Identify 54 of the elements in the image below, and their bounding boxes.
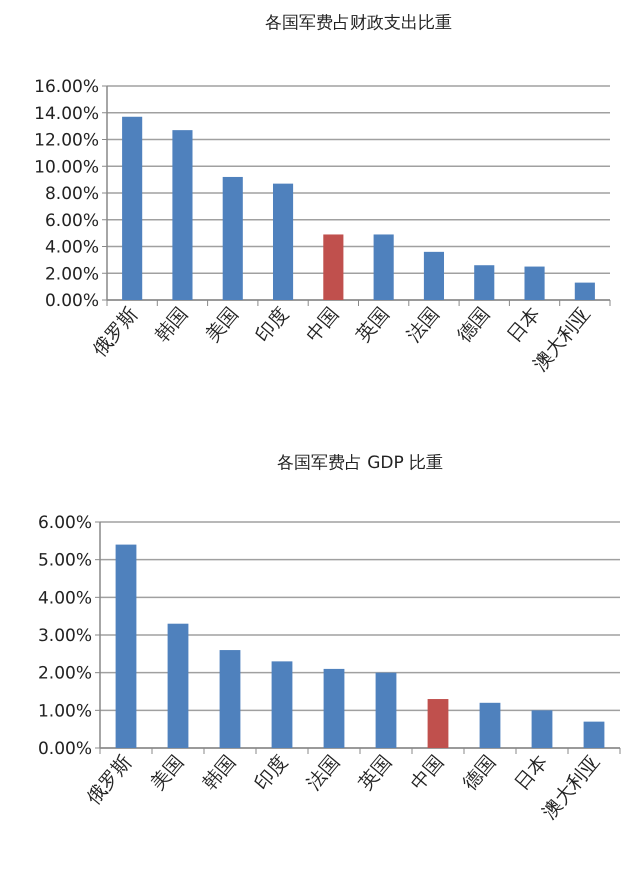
- x-tick-label: 美国: [146, 751, 188, 794]
- bar: [524, 266, 545, 300]
- chart-title: 各国军费占财政支出比重: [265, 13, 452, 33]
- bar: [374, 234, 394, 300]
- bar: [428, 699, 448, 748]
- bar: [272, 184, 294, 300]
- x-tick-label: 韩国: [198, 751, 240, 794]
- y-tick-label: 10.00%: [34, 157, 99, 178]
- y-tick-label: 16.00%: [34, 77, 99, 97]
- x-tick-label: 印度: [252, 303, 293, 346]
- chart-title: 各国军费占 GDP 比重: [276, 453, 444, 473]
- bar: [122, 116, 142, 300]
- x-tick-label: 中国: [406, 751, 448, 794]
- y-tick-label: 14.00%: [34, 104, 99, 124]
- bar: [324, 668, 344, 748]
- bar: [172, 130, 193, 300]
- bar: [584, 722, 604, 748]
- x-tick-label: 中国: [302, 303, 344, 346]
- bar: [323, 234, 344, 300]
- y-tick-label: 12.00%: [34, 130, 99, 150]
- bar: [220, 650, 240, 748]
- x-tick-label: 德国: [458, 751, 500, 794]
- y-tick-label: 2.00%: [44, 264, 99, 284]
- y-tick-label: 3.00%: [38, 626, 92, 646]
- bar: [168, 624, 188, 748]
- x-tick-label: 印度: [250, 751, 292, 794]
- y-tick-label: 6.00%: [44, 210, 99, 231]
- x-tick-label: 美国: [201, 303, 243, 346]
- y-tick-label: 8.00%: [44, 184, 99, 204]
- bar: [222, 176, 243, 300]
- y-tick-label: 2.00%: [38, 664, 92, 684]
- bar: [474, 265, 494, 300]
- y-tick-label: 1.00%: [38, 701, 92, 722]
- bar: [532, 710, 552, 748]
- y-tick-label: 6.00%: [38, 513, 92, 533]
- x-tick-label: 德国: [452, 303, 494, 346]
- x-tick-label: 英国: [352, 303, 394, 346]
- x-tick-label: 日本: [503, 303, 544, 346]
- bar: [272, 661, 292, 748]
- bar: [480, 702, 500, 748]
- bar: [116, 544, 136, 748]
- x-tick-label: 法国: [302, 751, 344, 794]
- bar: [376, 672, 396, 748]
- y-tick-label: 4.00%: [44, 238, 99, 258]
- x-tick-label: 韩国: [151, 303, 192, 346]
- y-tick-label: 0.00%: [38, 739, 92, 759]
- y-tick-label: 4.00%: [38, 588, 92, 608]
- bar: [574, 282, 595, 300]
- x-tick-label: 英国: [354, 751, 396, 794]
- bar: [424, 252, 444, 300]
- x-tick-label: 法国: [402, 303, 444, 346]
- y-tick-label: 0.00%: [44, 291, 99, 311]
- y-tick-label: 5.00%: [38, 550, 92, 571]
- x-tick-label: 日本: [510, 751, 552, 794]
